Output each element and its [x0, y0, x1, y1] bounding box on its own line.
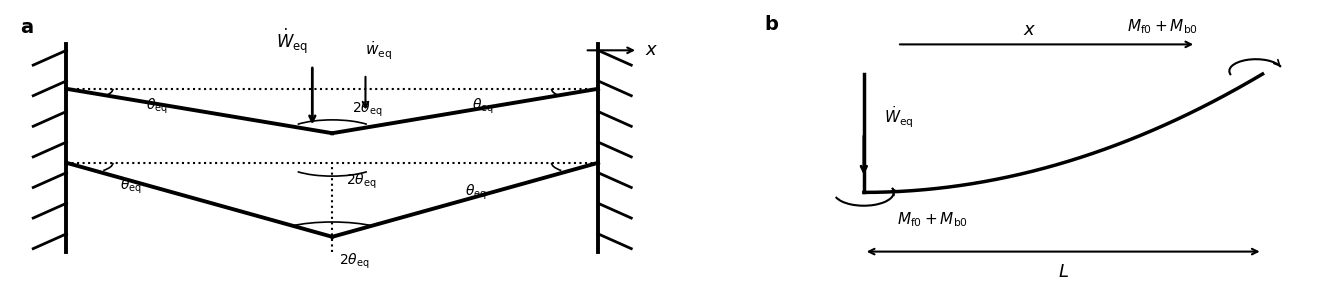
- Text: $\theta_{\mathrm{eq}}$: $\theta_{\mathrm{eq}}$: [472, 97, 493, 116]
- Text: $\dot{W}_{\mathrm{eq}}$: $\dot{W}_{\mathrm{eq}}$: [276, 27, 308, 56]
- Text: $\dot{w}_{\mathrm{eq}}$: $\dot{w}_{\mathrm{eq}}$: [365, 40, 392, 62]
- Text: $L$: $L$: [1058, 263, 1069, 281]
- Text: b: b: [764, 15, 777, 34]
- Text: $2\theta_{\mathrm{eq}}$: $2\theta_{\mathrm{eq}}$: [346, 172, 376, 191]
- Text: $x$: $x$: [645, 41, 658, 59]
- Text: $M_{\mathrm{f0}}+M_{\mathrm{b0}}$: $M_{\mathrm{f0}}+M_{\mathrm{b0}}$: [897, 210, 968, 229]
- Text: a: a: [20, 18, 33, 37]
- Text: $\theta_{\mathrm{eq}}$: $\theta_{\mathrm{eq}}$: [146, 97, 167, 116]
- Text: $\theta_{\mathrm{eq}}$: $\theta_{\mathrm{eq}}$: [120, 177, 141, 196]
- Text: $M_{\mathrm{f0}}+M_{\mathrm{b0}}$: $M_{\mathrm{f0}}+M_{\mathrm{b0}}$: [1127, 17, 1199, 36]
- Text: $\theta_{\mathrm{eq}}$: $\theta_{\mathrm{eq}}$: [465, 183, 486, 202]
- Text: $2\theta_{\mathrm{eq}}$: $2\theta_{\mathrm{eq}}$: [352, 100, 383, 119]
- Text: $2\theta_{\mathrm{eq}}$: $2\theta_{\mathrm{eq}}$: [339, 252, 369, 271]
- Text: $\dot{W}_{\mathrm{eq}}$: $\dot{W}_{\mathrm{eq}}$: [884, 105, 913, 130]
- Text: $x$: $x$: [1023, 21, 1037, 38]
